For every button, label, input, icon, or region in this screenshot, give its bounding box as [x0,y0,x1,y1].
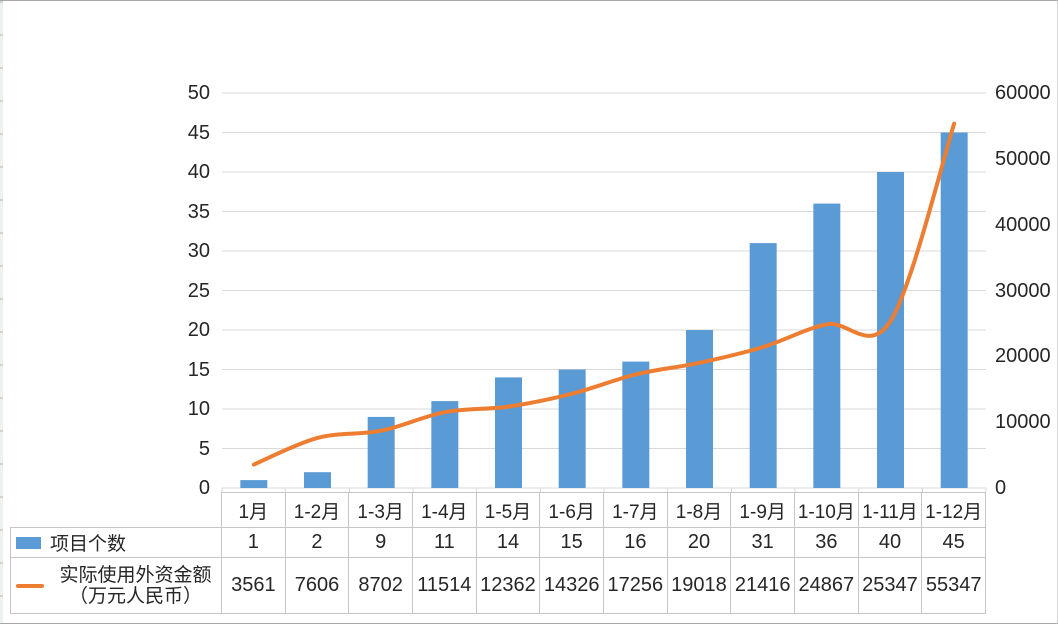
month-header-cell: 1-4月 [413,492,477,528]
bar-1-12月 [940,132,968,488]
foreign-capital-value-cell: 14326 [540,558,604,614]
right-axis-tick-label: 60000 [995,82,1051,104]
bar-1-7月 [622,361,650,488]
left-axis-tick-label: 45 [187,121,210,144]
left-axis-tick-label: 40 [187,161,210,183]
project-count-value-cell: 36 [795,528,859,558]
month-header-cell: 1-7月 [604,492,668,528]
project-count-value-cell: 2 [285,528,350,558]
foreign-capital-value-cell: 12362 [476,558,541,614]
foreign-capital-value-cell: 24867 [795,558,859,614]
foreign-capital-value-cell: 3561 [222,558,286,614]
right-axis-tick-label: 20000 [995,345,1051,368]
month-header-cell: 1-12月 [922,492,986,528]
bar-1-10月 [813,203,841,488]
month-header-cell: 1-5月 [476,492,541,528]
line-series-legend-label: 实际使用外资金额 （万元人民币） [50,565,221,607]
right-axis-tick-label: 30000 [995,279,1051,302]
bar-series-legend-label: 项目个数 [50,534,127,555]
right-axis-tick-label: 50000 [995,147,1051,170]
month-header-cell: 1-11月 [858,492,923,528]
foreign-capital-value-cell: 17256 [604,558,668,614]
project-count-value-cell: 15 [540,528,604,558]
foreign-capital-value-cell: 7606 [285,558,350,614]
left-axis-tick-label: 30 [187,240,210,262]
project-count-value-cell: 11 [413,528,477,558]
bar-1月 [240,480,268,488]
project-count-value-cell: 40 [858,528,923,558]
month-header-cell: 1-2月 [285,492,350,528]
foreign-capital-value-cell: 55347 [922,558,986,614]
left-axis-tick-label: 5 [198,437,210,460]
left-axis-tick-label: 15 [187,358,210,381]
line-series [251,121,957,467]
foreign-capital-value-cell: 25347 [858,558,923,614]
left-axis-tick-label: 50 [187,82,210,104]
left-axis-tick-label: 0 [198,477,210,499]
foreign-capital-value-cell: 8702 [349,558,413,614]
line-series-legend-label-line1: 实际使用外资金额 [59,564,212,586]
project-count-value-cell: 9 [349,528,413,558]
line-series-legend-label-line2: （万元人民币） [68,585,202,607]
left-axis-tick-label: 10 [187,398,210,420]
bar-series-legend-swatch [16,536,41,549]
foreign-capital-value-cell: 19018 [667,558,732,614]
legend-item-line-series: 实际使用外资金额 （万元人民币） [10,558,222,614]
line-series-legend-swatch [16,583,44,588]
bar-1-9月 [749,243,777,488]
worksheet-edge [0,1,3,623]
project-count-value-cell: 31 [731,528,795,558]
bar-1-2月 [304,472,331,488]
project-count-value-cell: 14 [476,528,541,558]
right-axis-tick-label: 0 [995,477,1007,499]
left-axis-tick-label: 25 [187,279,210,302]
month-header-cell: 1月 [222,492,286,528]
right-axis-tick-label: 40000 [995,213,1051,236]
left-axis-tick-label: 20 [187,319,210,341]
bar-1-5月 [495,377,522,488]
month-header-cell: 1-3月 [349,492,413,528]
table-corner-blank-cell [10,492,222,528]
bar-1-8月 [686,330,713,488]
foreign-capital-value-cell: 21416 [731,558,795,614]
chart-data-table: 1月 1-2月 1-3月 1-4月 1-5月 1-6月 1-7月 1-8月 1-9月 1-10月 1… [10,492,986,614]
month-header-cell: 1-6月 [540,492,604,528]
project-count-value-cell: 45 [922,528,986,558]
legend-item-bar-series: 项目个数 [10,528,222,558]
foreign-capital-value-cell: 11514 [413,558,477,614]
project-count-value-cell: 1 [222,528,286,558]
month-header-cell: 1-8月 [667,492,732,528]
month-header-cell: 1-10月 [795,492,859,528]
project-count-value-cell: 16 [604,528,668,558]
month-header-cell: 1-9月 [731,492,795,528]
left-axis-tick-label: 35 [187,200,210,223]
right-axis-tick-label: 10000 [995,411,1051,434]
project-count-value-cell: 20 [667,528,732,558]
bar-1-6月 [558,369,586,488]
